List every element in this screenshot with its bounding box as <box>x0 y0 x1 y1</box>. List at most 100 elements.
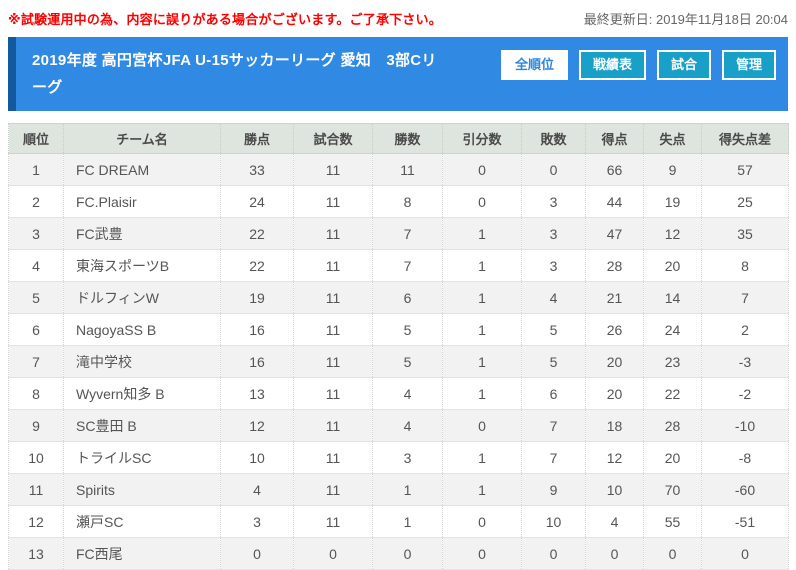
goals-against-cell: 20 <box>643 441 702 474</box>
header-row: 順位 チーム名 勝点 試合数 勝数 引分数 敗数 得点 失点 得失点差 <box>8 123 789 154</box>
losses-cell: 6 <box>521 377 586 410</box>
points-cell: 13 <box>220 377 294 410</box>
goal-diff-column-header: 得失点差 <box>701 123 789 154</box>
team-name-cell: Spirits <box>63 473 221 506</box>
points-cell: 3 <box>220 505 294 538</box>
played-cell: 11 <box>293 409 373 442</box>
team-name-column-header: チーム名 <box>63 123 221 154</box>
points-cell: 33 <box>220 153 294 186</box>
points-cell: 24 <box>220 185 294 218</box>
team-name-cell: FC西尾 <box>63 537 221 570</box>
losses-column-header: 敗数 <box>521 123 586 154</box>
header-tabs: 全順位 戦績表 試合 管理 <box>500 47 776 80</box>
table-row: 1 FC DREAM 33 11 11 0 0 66 9 57 <box>8 153 789 186</box>
points-cell: 22 <box>220 217 294 250</box>
wins-cell: 1 <box>372 505 443 538</box>
rank-cell: 1 <box>8 153 64 186</box>
goals-against-cell: 9 <box>643 153 702 186</box>
wins-cell: 6 <box>372 281 443 314</box>
goals-against-cell: 23 <box>643 345 702 378</box>
losses-cell: 10 <box>521 505 586 538</box>
goal-diff-cell: 8 <box>701 249 789 282</box>
played-cell: 0 <box>293 537 373 570</box>
played-cell: 11 <box>293 345 373 378</box>
last-updated-date: 最終更新日: 2019年11月18日 20:04 <box>583 12 788 27</box>
points-cell: 4 <box>220 473 294 506</box>
draws-cell: 0 <box>442 537 522 570</box>
table-row: 6 NagoyaSS B 16 11 5 1 5 26 24 2 <box>8 313 789 346</box>
rank-cell: 4 <box>8 249 64 282</box>
goals-for-cell: 44 <box>585 185 644 218</box>
rank-cell: 9 <box>8 409 64 442</box>
draws-cell: 0 <box>442 409 522 442</box>
team-name-cell: 瀬戸SC <box>63 505 221 538</box>
goals-for-cell: 47 <box>585 217 644 250</box>
played-cell: 11 <box>293 473 373 506</box>
tab-all-rankings[interactable]: 全順位 <box>500 50 568 80</box>
goal-diff-cell: -8 <box>701 441 789 474</box>
losses-cell: 4 <box>521 281 586 314</box>
top-notice-bar: ※試験運用中の為、内容に誤りがある場合がございます。ご了承下さい。 最終更新日:… <box>0 0 796 35</box>
goals-for-column-header: 得点 <box>585 123 644 154</box>
goal-diff-cell: -10 <box>701 409 789 442</box>
losses-cell: 0 <box>521 537 586 570</box>
team-name-cell: FC武豊 <box>63 217 221 250</box>
draws-cell: 1 <box>442 473 522 506</box>
losses-cell: 3 <box>521 249 586 282</box>
team-name-cell: ドルフィンW <box>63 281 221 314</box>
rank-cell: 11 <box>8 473 64 506</box>
rank-cell: 5 <box>8 281 64 314</box>
losses-cell: 9 <box>521 473 586 506</box>
wins-cell: 3 <box>372 441 443 474</box>
played-cell: 11 <box>293 217 373 250</box>
tab-results-table[interactable]: 戦績表 <box>578 50 646 80</box>
goals-for-cell: 10 <box>585 473 644 506</box>
goal-diff-cell: -60 <box>701 473 789 506</box>
wins-column-header: 勝数 <box>372 123 443 154</box>
draws-cell: 1 <box>442 345 522 378</box>
goals-for-cell: 20 <box>585 345 644 378</box>
rank-cell: 3 <box>8 217 64 250</box>
wins-cell: 8 <box>372 185 443 218</box>
standings-table-body: 1 FC DREAM 33 11 11 0 0 66 9 57 2 FC.Plaisir 24 11 8 0 3… <box>8 153 789 570</box>
losses-cell: 7 <box>521 441 586 474</box>
standings-table-header: 順位 チーム名 勝点 試合数 勝数 引分数 敗数 得点 失点 得失点差 <box>8 123 789 154</box>
goals-against-cell: 0 <box>643 537 702 570</box>
goals-against-cell: 28 <box>643 409 702 442</box>
rank-column-header: 順位 <box>8 123 64 154</box>
losses-cell: 3 <box>521 217 586 250</box>
team-name-cell: SC豊田 B <box>63 409 221 442</box>
draws-cell: 1 <box>442 281 522 314</box>
table-row: 12 瀬戸SC 3 11 1 0 10 4 55 -51 <box>8 505 789 538</box>
goals-against-column-header: 失点 <box>643 123 702 154</box>
goals-for-cell: 20 <box>585 377 644 410</box>
team-name-cell: NagoyaSS B <box>63 313 221 346</box>
goals-for-cell: 28 <box>585 249 644 282</box>
rank-cell: 7 <box>8 345 64 378</box>
draws-column-header: 引分数 <box>442 123 522 154</box>
goals-for-cell: 21 <box>585 281 644 314</box>
draws-cell: 1 <box>442 313 522 346</box>
team-name-cell: トライルSC <box>63 441 221 474</box>
tab-manage[interactable]: 管理 <box>721 50 776 80</box>
team-name-cell: Wyvern知多 B <box>63 377 221 410</box>
losses-cell: 5 <box>521 345 586 378</box>
goal-diff-cell: 2 <box>701 313 789 346</box>
points-cell: 16 <box>220 313 294 346</box>
trial-operation-notice: ※試験運用中の為、内容に誤りがある場合がございます。ご了承下さい。 <box>8 12 442 27</box>
goals-for-cell: 4 <box>585 505 644 538</box>
goal-diff-cell: 0 <box>701 537 789 570</box>
goals-against-cell: 22 <box>643 377 702 410</box>
points-cell: 12 <box>220 409 294 442</box>
goal-diff-cell: -51 <box>701 505 789 538</box>
table-row: 13 FC西尾 0 0 0 0 0 0 0 0 <box>8 537 789 570</box>
played-cell: 11 <box>293 153 373 186</box>
draws-cell: 0 <box>442 153 522 186</box>
goals-against-cell: 24 <box>643 313 702 346</box>
tab-matches[interactable]: 試合 <box>656 50 711 80</box>
goals-for-cell: 18 <box>585 409 644 442</box>
wins-cell: 5 <box>372 313 443 346</box>
standings-table: 順位 チーム名 勝点 試合数 勝数 引分数 敗数 得点 失点 得失点差 1 FC DREAM 33 11… <box>8 123 789 570</box>
goals-for-cell: 0 <box>585 537 644 570</box>
played-cell: 11 <box>293 505 373 538</box>
